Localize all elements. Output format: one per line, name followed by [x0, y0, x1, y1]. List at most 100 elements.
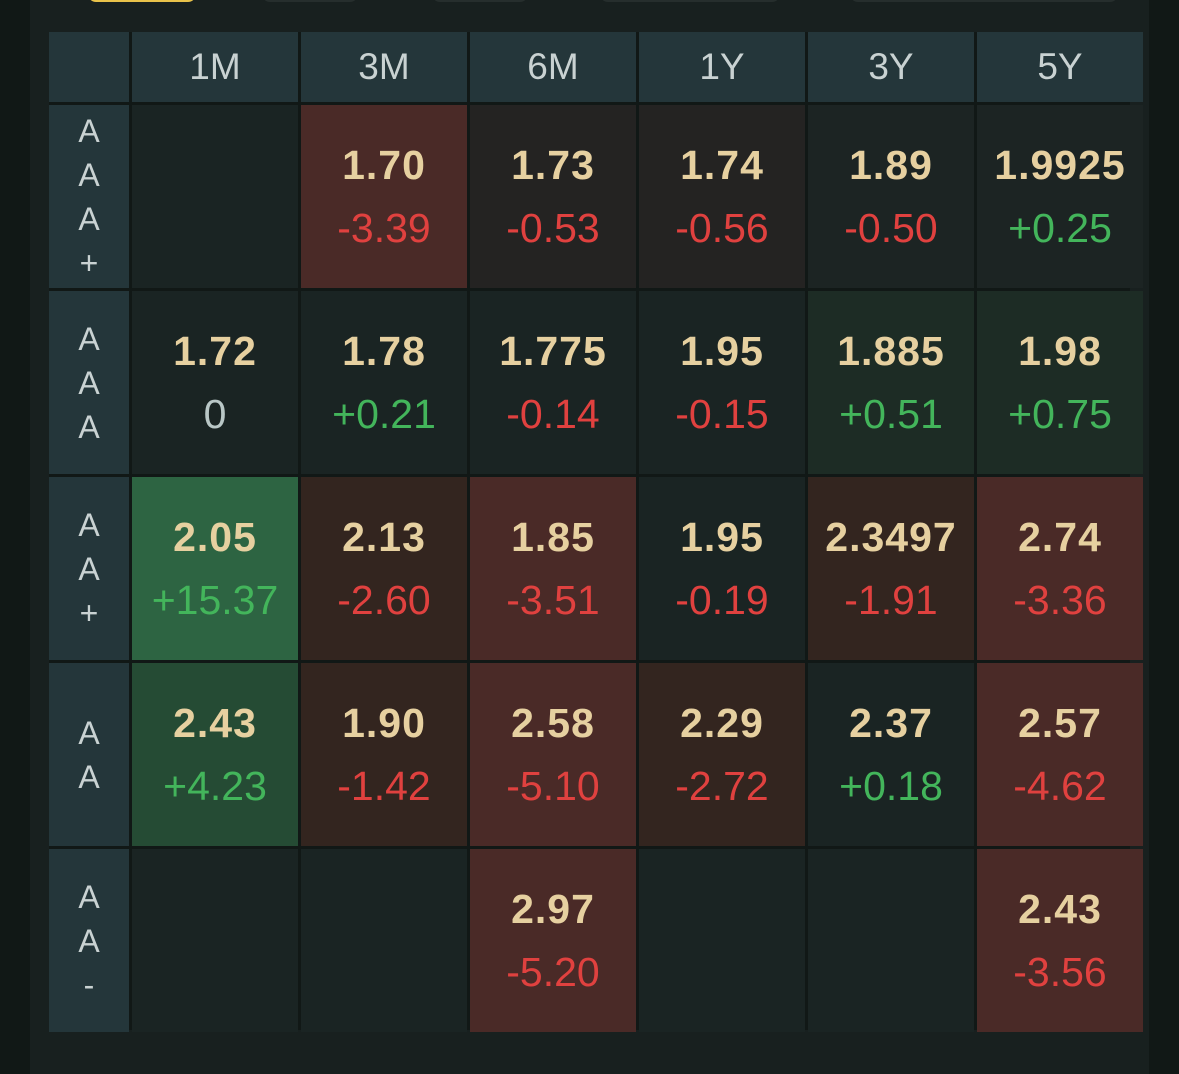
rate-value: 2.13 — [342, 513, 426, 560]
column-header-3m[interactable]: 3M — [301, 32, 467, 102]
rate-change: -4.62 — [1013, 762, 1107, 809]
row-label-char: A — [78, 320, 100, 357]
tab[interactable] — [432, 0, 528, 2]
row-label-char: A — [78, 714, 100, 751]
rate-change: -0.14 — [506, 390, 600, 437]
rate-cell — [639, 849, 805, 1032]
rate-cell[interactable]: 2.37 +0.18 — [808, 663, 974, 846]
column-header-1m[interactable]: 1M — [132, 32, 298, 102]
rate-cell[interactable]: 2.74 -3.36 — [977, 477, 1143, 660]
column-header-6m[interactable]: 6M — [470, 32, 636, 102]
rate-change: -5.10 — [506, 762, 600, 809]
rate-value: 2.3497 — [825, 513, 957, 560]
row-label-char: A — [78, 200, 100, 237]
rate-grid: 1M 3M 6M 1Y 3Y 5Y A A A +1.70 -3.39 1.73 -0.53… — [49, 32, 1143, 1032]
rate-cell[interactable]: 1.70 -3.39 — [301, 105, 467, 288]
rate-value: 2.43 — [173, 699, 257, 746]
rate-value: 1.95 — [680, 513, 764, 560]
rate-cell[interactable]: 1.885 +0.51 — [808, 291, 974, 474]
column-header-3y[interactable]: 3Y — [808, 32, 974, 102]
row-label[interactable]: A A A + — [49, 105, 129, 288]
rate-cell[interactable]: 1.74 -0.56 — [639, 105, 805, 288]
rate-cell[interactable]: 2.58 -5.10 — [470, 663, 636, 846]
rate-value: 2.37 — [849, 699, 933, 746]
row-label-char: A — [78, 758, 100, 795]
tab[interactable] — [850, 0, 1118, 2]
row-label-char: A — [78, 550, 100, 587]
rate-value: 2.43 — [1018, 885, 1102, 932]
rate-value: 2.74 — [1018, 513, 1102, 560]
rate-value: 1.74 — [680, 141, 764, 188]
rate-value: 2.57 — [1018, 699, 1102, 746]
tab[interactable] — [600, 0, 780, 2]
rate-value: 1.95 — [680, 327, 764, 374]
rate-cell[interactable]: 1.95 -0.19 — [639, 477, 805, 660]
rate-value: 1.9925 — [994, 141, 1126, 188]
rate-change: -3.56 — [1013, 948, 1107, 995]
tab-active[interactable] — [88, 0, 196, 2]
rate-cell — [808, 849, 974, 1032]
rate-value: 1.775 — [499, 327, 607, 374]
rate-cell[interactable]: 2.05 +15.37 — [132, 477, 298, 660]
rate-value: 1.85 — [511, 513, 595, 560]
rate-cell — [132, 105, 298, 288]
row-label-char: A — [78, 506, 100, 543]
rate-cell[interactable]: 1.89 -0.50 — [808, 105, 974, 288]
rate-change: -0.50 — [844, 204, 938, 251]
tab-strip — [0, 0, 1179, 6]
rate-cell[interactable]: 1.775 -0.14 — [470, 291, 636, 474]
rate-cell[interactable]: 1.95 -0.15 — [639, 291, 805, 474]
rate-value: 1.78 — [342, 327, 426, 374]
rate-change: -0.19 — [675, 576, 769, 623]
rate-value: 1.885 — [837, 327, 945, 374]
row-label-char: A — [78, 408, 100, 445]
rate-change: +0.18 — [839, 762, 943, 809]
rate-value: 2.97 — [511, 885, 595, 932]
rate-cell[interactable]: 2.57 -4.62 — [977, 663, 1143, 846]
rate-cell[interactable]: 1.9925 +0.25 — [977, 105, 1143, 288]
rate-value: 1.90 — [342, 699, 426, 746]
column-header-5y[interactable]: 5Y — [977, 32, 1143, 102]
rate-cell[interactable]: 1.85 -3.51 — [470, 477, 636, 660]
rate-cell[interactable]: 2.13 -2.60 — [301, 477, 467, 660]
rate-cell[interactable]: 1.78 +0.21 — [301, 291, 467, 474]
rate-cell[interactable]: 2.43 -3.56 — [977, 849, 1143, 1032]
grid-corner — [49, 32, 129, 102]
row-label-char: A — [78, 112, 100, 149]
row-label-char: A — [78, 878, 100, 915]
rate-cell[interactable]: 1.90 -1.42 — [301, 663, 467, 846]
rate-change: -3.39 — [337, 204, 431, 251]
rate-cell[interactable]: 2.97 -5.20 — [470, 849, 636, 1032]
row-label-char: A — [78, 156, 100, 193]
column-header-1y[interactable]: 1Y — [639, 32, 805, 102]
rate-cell[interactable]: 2.3497 -1.91 — [808, 477, 974, 660]
rate-cell[interactable]: 1.98 +0.75 — [977, 291, 1143, 474]
rate-cell[interactable]: 1.73 -0.53 — [470, 105, 636, 288]
row-label[interactable]: A A + — [49, 477, 129, 660]
rate-change: -2.60 — [337, 576, 431, 623]
rate-change: +4.23 — [163, 762, 267, 809]
rate-value: 1.70 — [342, 141, 426, 188]
rate-change: -3.36 — [1013, 576, 1107, 623]
rate-change: -0.53 — [506, 204, 600, 251]
rate-value: 2.29 — [680, 699, 764, 746]
tab[interactable] — [262, 0, 358, 2]
rate-value: 1.98 — [1018, 327, 1102, 374]
rate-change: 0 — [203, 390, 227, 437]
rate-value: 2.58 — [511, 699, 595, 746]
rate-value: 2.05 — [173, 513, 257, 560]
rate-change: -1.42 — [337, 762, 431, 809]
rate-cell[interactable]: 1.72 0 — [132, 291, 298, 474]
rate-value: 1.73 — [511, 141, 595, 188]
rate-value: 1.72 — [173, 327, 257, 374]
rate-change: +0.51 — [839, 390, 943, 437]
rate-value: 1.89 — [849, 141, 933, 188]
rate-cell[interactable]: 2.29 -2.72 — [639, 663, 805, 846]
rate-cell[interactable]: 2.43 +4.23 — [132, 663, 298, 846]
rate-change: +0.25 — [1008, 204, 1112, 251]
rate-change: +15.37 — [151, 576, 279, 623]
row-label-char: + — [79, 594, 99, 631]
